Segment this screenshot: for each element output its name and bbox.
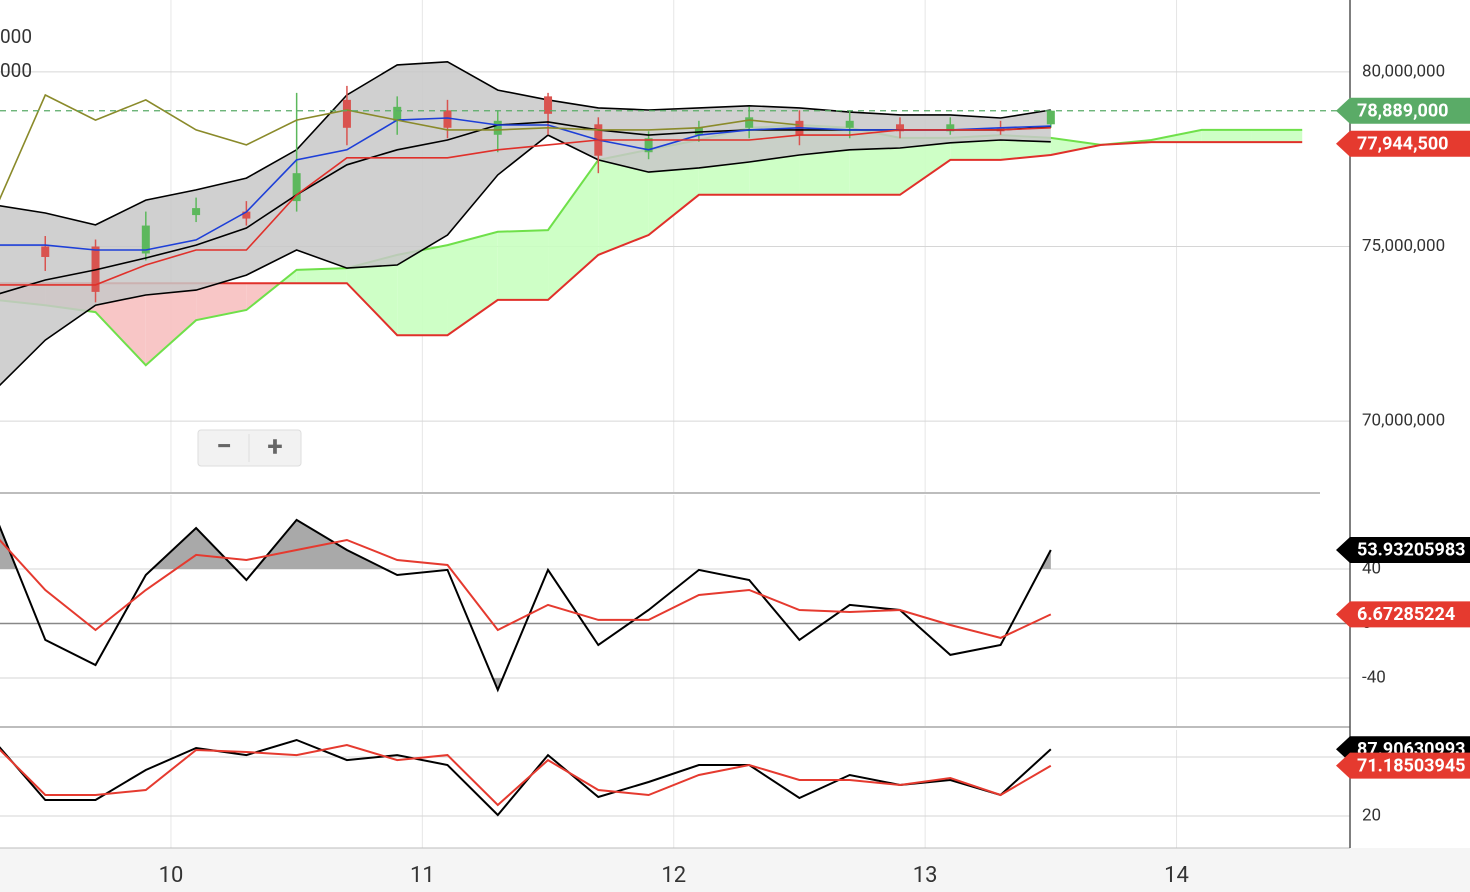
panel bbox=[0, 0, 1350, 493]
cloud-fill bbox=[598, 149, 649, 255]
band-upper bbox=[0, 60, 1051, 226]
candle-body bbox=[292, 173, 301, 202]
indicator-line bbox=[0, 93, 800, 201]
panel bbox=[0, 730, 1350, 848]
cloud-fill bbox=[1251, 129, 1303, 143]
cloud-fill bbox=[447, 231, 498, 336]
x-tick-label: 14 bbox=[1164, 863, 1189, 888]
badge-label: 78,889,000 bbox=[1357, 100, 1448, 121]
badge-label: 71.18503945 bbox=[1357, 755, 1466, 776]
cloud-fill bbox=[196, 283, 247, 321]
zoom-controls: − + bbox=[197, 429, 302, 467]
indicator-line bbox=[0, 117, 1051, 251]
badge-shape bbox=[1336, 97, 1470, 124]
candle-body bbox=[493, 120, 502, 135]
candle-body bbox=[845, 120, 854, 128]
overshoot-fill bbox=[0, 519, 1051, 569]
price-badge: 77,944,500 bbox=[1336, 130, 1470, 157]
cloud-fill bbox=[346, 254, 398, 336]
zoom-out-button[interactable]: − bbox=[216, 429, 232, 462]
y-tick-label: 20 bbox=[1362, 805, 1381, 825]
overshoot-fill bbox=[0, 677, 1051, 690]
cloud-fill bbox=[900, 137, 951, 195]
candle-body bbox=[544, 96, 553, 114]
candle-body bbox=[1046, 110, 1055, 125]
cloud-fill bbox=[145, 283, 197, 366]
badge-shape bbox=[1336, 752, 1470, 779]
candle-body bbox=[242, 211, 251, 219]
badge-shape bbox=[1336, 536, 1470, 563]
candle-body bbox=[141, 225, 150, 254]
y-tick-label: -40 bbox=[1362, 667, 1386, 687]
badge-shape bbox=[1336, 130, 1470, 157]
candle-body bbox=[443, 110, 452, 128]
cloud-fill bbox=[548, 159, 599, 300]
x-tick-label: 10 bbox=[159, 863, 184, 888]
y-tick-label: 70,000,000 bbox=[1362, 411, 1445, 431]
price-badge: 71.18503945 bbox=[1336, 752, 1470, 779]
y-tick-label: 75,000,000 bbox=[1362, 236, 1445, 256]
y-tick-label: 80,000,000 bbox=[1362, 61, 1445, 81]
oscillator-line bbox=[0, 743, 1052, 807]
price-badge: 78,889,000 bbox=[1336, 97, 1470, 124]
oscillator-line bbox=[0, 518, 1052, 693]
badge-label: 53.93205983 bbox=[1357, 540, 1466, 561]
cloud-fill bbox=[1050, 137, 1102, 156]
x-tick-label: 11 bbox=[410, 863, 435, 888]
price-badge: 53.93205983 bbox=[1336, 536, 1470, 563]
indicator-line bbox=[0, 127, 1051, 286]
oscillator-line bbox=[0, 738, 1052, 817]
oscillator-line bbox=[0, 538, 1052, 639]
cropped-label: 000 bbox=[0, 25, 32, 48]
cloud-fill bbox=[296, 268, 347, 284]
candle-body bbox=[745, 117, 754, 128]
candle-body bbox=[192, 208, 201, 216]
x-tick-label: 12 bbox=[661, 863, 686, 888]
cloud-fill bbox=[95, 283, 146, 366]
band-lower bbox=[0, 134, 1051, 387]
candle-body bbox=[896, 124, 904, 132]
candle-body bbox=[41, 246, 50, 257]
badge-label: 6.67285224 bbox=[1357, 604, 1455, 625]
price-badge: 6.67285224 bbox=[1336, 601, 1470, 628]
candle-body bbox=[342, 99, 351, 128]
candle-body bbox=[393, 106, 402, 121]
candle-body bbox=[644, 138, 653, 153]
zoom-in-button[interactable]: + bbox=[267, 429, 282, 462]
x-tick-label: 13 bbox=[913, 863, 938, 888]
cloud-fill bbox=[1201, 129, 1252, 143]
badge-shape bbox=[1336, 601, 1470, 628]
badge-label: 77,944,500 bbox=[1357, 133, 1448, 154]
panel bbox=[0, 495, 1350, 727]
x-axis-band bbox=[0, 848, 1470, 892]
cloud-fill bbox=[397, 245, 448, 336]
cloud-fill bbox=[497, 230, 549, 300]
y-tick-label: 40 bbox=[1362, 558, 1381, 578]
band-fill bbox=[0, 61, 1051, 386]
candle-body bbox=[946, 124, 955, 132]
cropped-label: 000 bbox=[0, 59, 32, 82]
